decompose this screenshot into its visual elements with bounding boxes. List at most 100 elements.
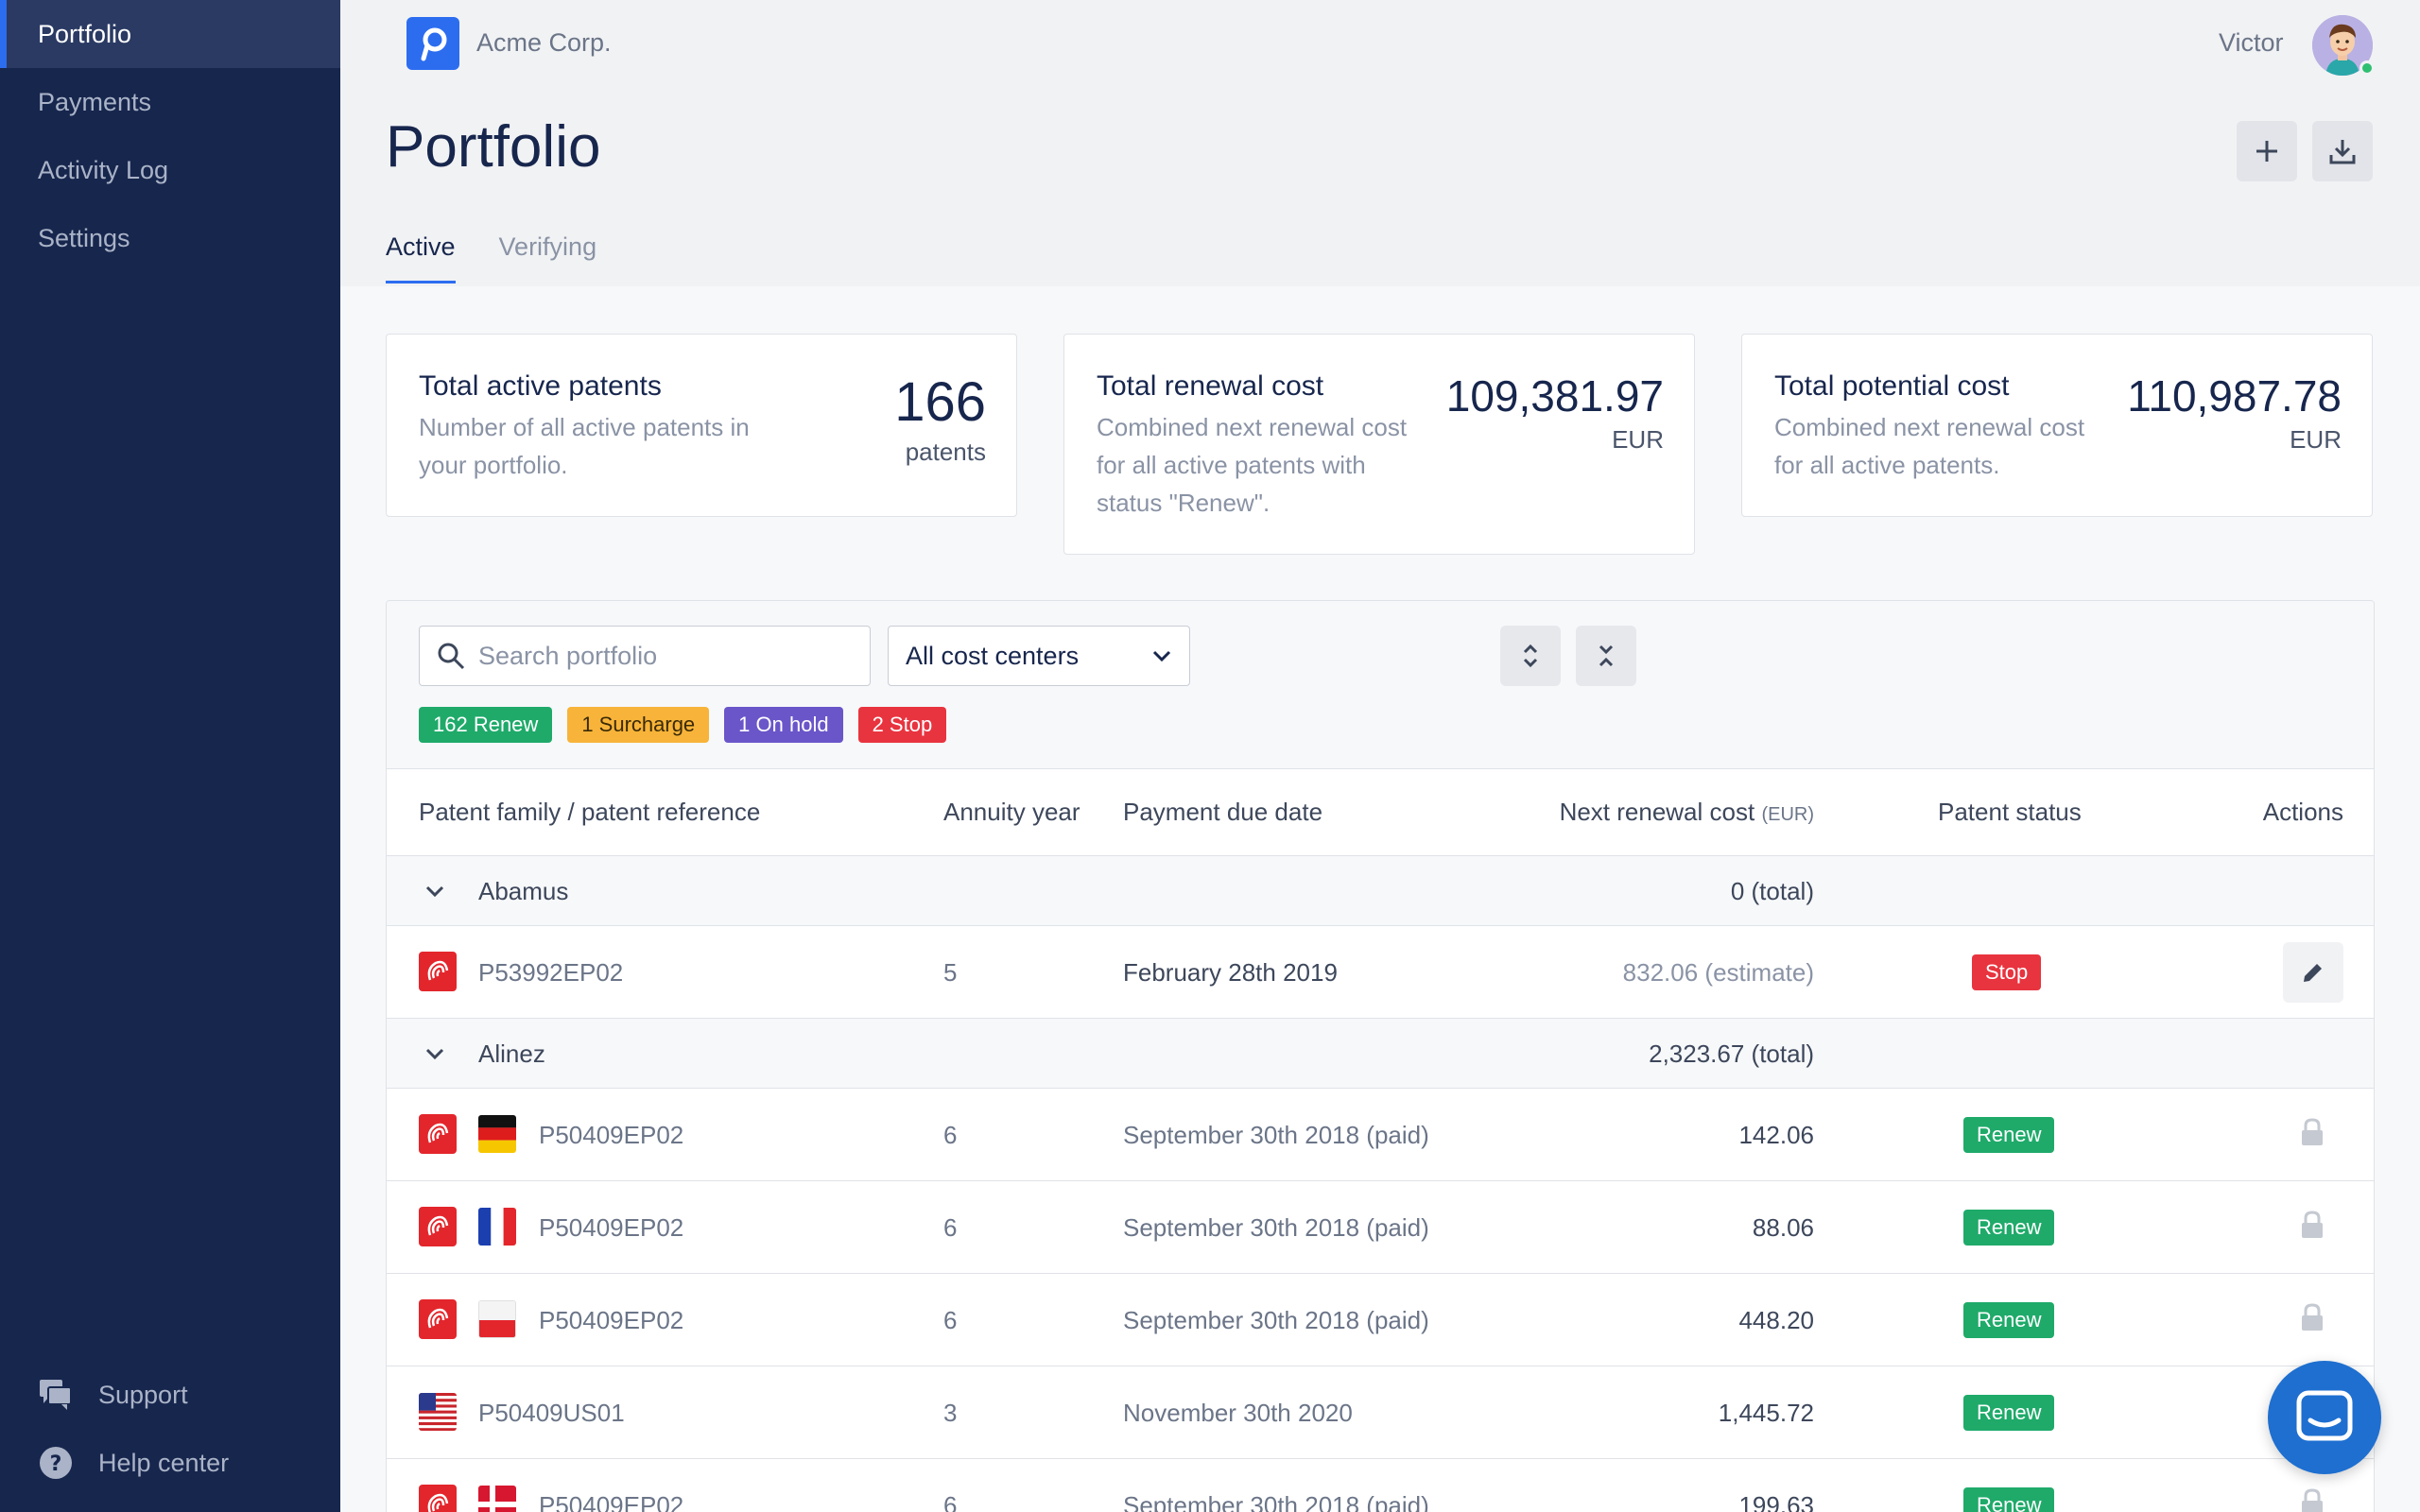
col-next-cost[interactable]: Next renewal cost (EUR) xyxy=(1560,798,1814,827)
table-row[interactable]: P50409US01 3 November 30th 2020 1,445.72… xyxy=(387,1366,2374,1459)
status-badge: Renew xyxy=(1963,1302,2055,1338)
lock-icon xyxy=(2302,1303,2323,1331)
due-date: February 28th 2019 xyxy=(1123,958,1338,987)
download-icon xyxy=(2329,140,2356,164)
denmark-flag-icon xyxy=(478,1486,516,1512)
sidebar-item-payments[interactable]: Payments xyxy=(38,88,152,116)
due-date: November 30th 2020 xyxy=(1123,1399,1353,1427)
germany-flag-icon xyxy=(478,1115,516,1153)
group-total: 2,323.67 (total) xyxy=(1649,1040,1814,1068)
cost-center-value: All cost centers xyxy=(906,641,1080,670)
support-link[interactable]: Support xyxy=(0,1361,340,1429)
chevron-down-icon[interactable] xyxy=(424,885,445,898)
table-row[interactable]: P50409EP02 6 September 30th 2018 (paid) … xyxy=(387,1089,2374,1181)
col-next-cost-unit: (EUR) xyxy=(1761,804,1814,825)
patent-reference[interactable]: P50409US01 xyxy=(478,1399,625,1427)
next-cost: 199.63 xyxy=(1738,1491,1814,1512)
badge-stop[interactable]: 2 Stop xyxy=(857,707,947,743)
patent-reference[interactable]: P50409EP02 xyxy=(539,1306,684,1334)
stat-value: 110,987.78 xyxy=(2127,371,2342,421)
patent-reference[interactable]: P50409EP02 xyxy=(539,1121,684,1149)
chat-icon xyxy=(38,1377,74,1413)
chat-widget-button[interactable] xyxy=(2268,1361,2381,1474)
svg-text:?: ? xyxy=(50,1452,62,1476)
app-logo[interactable] xyxy=(406,17,459,70)
stat-description: Combined next renewal cost for all activ… xyxy=(1097,413,1408,517)
sidebar-item-settings[interactable]: Settings xyxy=(38,224,130,252)
badge-on-hold[interactable]: 1 On hold xyxy=(724,707,843,743)
col-due-date[interactable]: Payment due date xyxy=(1123,798,1323,826)
col-status[interactable]: Patent status xyxy=(1938,798,2082,826)
search-input[interactable] xyxy=(478,641,856,671)
col-annuity-year[interactable]: Annuity year xyxy=(943,798,1080,826)
sidebar-bottom-links: Support ? Help center xyxy=(0,1361,340,1512)
patent-reference[interactable]: P53992EP02 xyxy=(478,958,624,987)
next-cost: 88.06 xyxy=(1752,1213,1814,1242)
avatar[interactable] xyxy=(2312,15,2373,76)
group-row-abamus[interactable]: Abamus 0 (total) xyxy=(387,856,2374,926)
group-row-alinez[interactable]: Alinez 2,323.67 (total) xyxy=(387,1019,2374,1089)
lock-icon xyxy=(2302,1488,2323,1512)
user-avatar-icon xyxy=(2312,15,2373,76)
next-cost: 448.20 xyxy=(1738,1306,1814,1334)
cost-center-select[interactable]: All cost centers xyxy=(888,626,1190,686)
annuity-year: 6 xyxy=(943,1491,958,1512)
table-row[interactable]: P50409EP02 6 September 30th 2018 (paid) … xyxy=(387,1274,2374,1366)
user-name[interactable]: Victor xyxy=(2219,28,2284,57)
tab-active[interactable]: Active xyxy=(386,232,456,284)
main-area: Acme Corp. Victor Portfolio Active Verif… xyxy=(340,0,2420,1512)
expand-icon xyxy=(1523,644,1538,668)
chevron-down-icon[interactable] xyxy=(424,1047,445,1060)
table-row[interactable]: P50409EP02 6 September 30th 2018 (paid) … xyxy=(387,1181,2374,1274)
help-center-link[interactable]: ? Help center xyxy=(0,1429,340,1497)
due-date: September 30th 2018 (paid) xyxy=(1123,1491,1429,1512)
stat-description: Number of all active patents in your por… xyxy=(419,413,750,479)
stat-value: 109,381.97 xyxy=(1445,371,1664,421)
annuity-year: 6 xyxy=(943,1121,958,1149)
tab-verifying[interactable]: Verifying xyxy=(498,232,597,261)
table-row[interactable]: P50409EP02 6 September 30th 2018 (paid) … xyxy=(387,1459,2374,1512)
sidebar: Portfolio Payments Activity Log Settings… xyxy=(0,0,340,1512)
france-flag-icon xyxy=(478,1208,516,1246)
collapse-icon xyxy=(1599,644,1614,667)
group-name: Alinez xyxy=(478,1040,545,1068)
next-cost: 1,445.72 xyxy=(1718,1399,1814,1427)
col-next-cost-label: Next renewal cost xyxy=(1559,798,1755,826)
annuity-year: 6 xyxy=(943,1213,958,1242)
stat-unit: EUR xyxy=(1612,425,1664,454)
table-row[interactable]: P53992EP02 5 February 28th 2019 832.06 (… xyxy=(387,926,2374,1019)
status-badge: Stop xyxy=(1972,954,2042,990)
stat-unit: EUR xyxy=(2290,425,2342,454)
table-header: Patent family / patent reference Annuity… xyxy=(387,769,2374,856)
edit-button[interactable] xyxy=(2283,942,2343,1003)
status-badge: Renew xyxy=(1963,1487,2055,1512)
online-status-dot xyxy=(2360,60,2375,76)
sidebar-item-activity-log[interactable]: Activity Log xyxy=(38,156,169,184)
stat-card-renewal-cost: Total renewal cost Combined next renewal… xyxy=(1063,334,1695,555)
badge-renew[interactable]: 162 Renew xyxy=(419,707,553,743)
patent-reference[interactable]: P50409EP02 xyxy=(539,1491,684,1512)
patent-reference[interactable]: P50409EP02 xyxy=(539,1213,684,1242)
stat-card-active-patents: Total active patents Number of all activ… xyxy=(386,334,1017,517)
stat-description: Combined next renewal cost for all activ… xyxy=(1774,413,2085,479)
search-icon xyxy=(438,643,465,670)
expand-all-button[interactable] xyxy=(1500,626,1561,686)
stat-title: Total renewal cost xyxy=(1097,370,1324,402)
add-patent-button[interactable] xyxy=(2237,121,2297,181)
col-family[interactable]: Patent family / patent reference xyxy=(419,798,761,826)
badge-surcharge[interactable]: 1 Surcharge xyxy=(567,707,710,743)
sidebar-item-portfolio[interactable]: Portfolio xyxy=(0,0,340,68)
stat-value: 166 xyxy=(894,371,986,433)
download-button[interactable] xyxy=(2312,121,2373,181)
poland-flag-icon xyxy=(478,1300,516,1338)
due-date: September 30th 2018 (paid) xyxy=(1123,1121,1429,1149)
logo-mark-icon xyxy=(421,27,447,61)
pencil-icon xyxy=(2304,964,2322,982)
status-filter-badges: 162 Renew 1 Surcharge 1 On hold 2 Stop xyxy=(419,707,961,743)
page-title: Portfolio xyxy=(386,114,601,180)
due-date: September 30th 2018 (paid) xyxy=(1123,1213,1429,1242)
stat-card-potential-cost: Total potential cost Combined next renew… xyxy=(1741,334,2373,517)
collapse-all-button[interactable] xyxy=(1576,626,1636,686)
lock-icon xyxy=(2302,1211,2323,1238)
stat-value-group: 109,381.97 EUR xyxy=(1446,370,1664,455)
